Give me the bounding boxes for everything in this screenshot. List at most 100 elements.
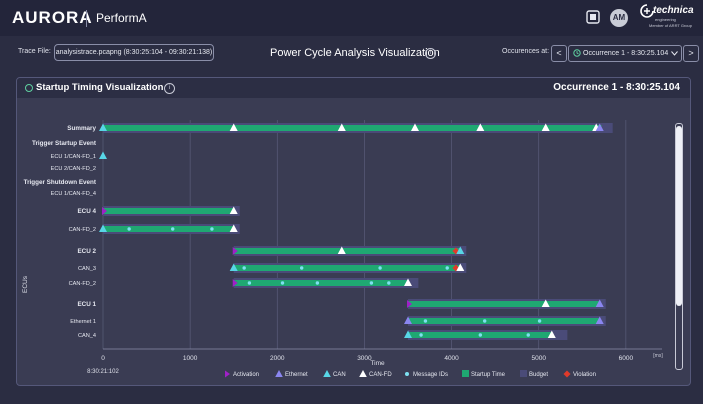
canfd-marker [541,123,550,131]
logo-mark-icon [640,4,654,18]
x-tick-label: 5000 [531,355,546,362]
toolbar [0,36,703,72]
row-label: Trigger Shutdown Event [24,179,97,186]
clock-icon [573,49,581,57]
legend-label: Violation [573,372,596,378]
message-id-marker [299,266,304,270]
x-unit-label: [ms] [653,353,663,359]
row-label: ECU 1 [77,301,96,308]
chevron-down-icon [671,51,678,56]
can-marker [99,151,107,159]
canfd-marker [410,123,419,131]
row-label: CAN_4 [78,333,96,339]
canfd-marker [337,246,346,254]
startup-bar [233,280,408,286]
x-start-label: 8:30:21:102 [87,369,119,375]
startup-legend-swatch [462,370,469,377]
message-id-marker [423,319,428,323]
canfd-marker [547,330,556,338]
row-label: ECU 4 [77,208,96,215]
message-id-marker [247,281,252,285]
trace-file-label: Trace File: [18,48,51,55]
activation-marker [407,300,412,308]
logo-group-text: Member of ARRT Group [649,23,692,28]
status-dot-icon [25,84,33,92]
occurrences-label: Occurences at: [502,48,550,55]
trace-file-field[interactable]: analysistrace.pcapng (8:30:25:104 - 09:3… [54,44,214,61]
startup-bar [233,265,461,271]
panel-title: Startup Timing Visualization [36,82,164,93]
scrollbar-track[interactable] [675,123,683,370]
message-id-marker [387,281,391,285]
x-tick-label: 6000 [619,355,634,362]
legend-label: CAN [333,372,346,378]
canfd-marker [541,299,550,307]
row-label: ECU 2 [77,248,96,255]
message-id-marker [478,333,483,337]
row-label: CAN-FD_2 [69,227,96,233]
canfd-marker [476,123,485,131]
technica-logo: technica engineering Member of ARRT Grou… [640,4,696,32]
startup-bar [103,125,602,131]
message-id-legend-swatch [405,372,409,376]
message-id-marker [526,333,530,337]
avatar[interactable]: AM [610,9,628,27]
legend-label: Budget [529,372,548,378]
window-icon[interactable] [586,10,600,24]
legend-label: Startup Time [471,372,506,378]
canfd-legend-swatch [359,370,367,377]
startup-bar [233,248,461,254]
row-label: Summary [67,125,96,132]
can-marker [456,246,465,254]
x-tick-label: 4000 [444,355,459,362]
legend-label: Activation [233,372,259,378]
message-id-marker [242,266,246,270]
x-axis-title: Time [370,360,385,367]
ethernet-legend-swatch [275,370,283,377]
y-axis-title: ECUs [22,275,29,293]
budget-legend-swatch [520,370,527,377]
canfd-marker [404,278,412,286]
message-id-marker [419,333,423,337]
row-label: Trigger Startup Event [32,140,97,147]
startup-bar [408,318,600,324]
prev-occurrence-button[interactable]: < [551,45,567,62]
x-tick-label: 3000 [357,355,372,362]
scrollbar-thumb[interactable] [676,126,682,306]
message-id-marker [537,319,542,323]
panel-header: Startup Timing Visualization i Occurrenc… [17,78,690,98]
panel-info-icon[interactable]: i [164,83,175,94]
row-label: CAN_3 [78,266,96,272]
canfd-marker [456,263,465,271]
startup-bar [103,208,234,214]
startup-bar [408,301,600,307]
message-id-marker [210,227,214,231]
panel-occurrence: Occurrence 1 - 8:30:25.104 [553,82,680,93]
activation-marker [232,279,238,287]
message-id-marker [280,281,285,285]
row-label: ECU 2/CAN-FD_2 [51,166,96,172]
activation-legend-swatch [225,370,230,378]
ethernet-marker [595,299,604,307]
message-id-marker [315,281,320,285]
plot-area [103,120,662,349]
can-marker [99,224,107,232]
canfd-marker [337,123,346,131]
startup-timing-panel: Startup Timing Visualization i Occurrenc… [16,77,691,386]
message-id-marker [171,227,175,231]
footer-band [0,386,703,404]
legend-label: Ethernet [285,372,308,378]
page-title: Power Cycle Analysis Visualization [270,47,440,59]
legend-label: Message IDs [413,372,448,378]
timing-chart: 0 1000 2000 3000 4000 5000 6000 [ms] 8:30:21:102… [22,120,663,378]
can-legend-swatch [323,370,331,377]
ethernet-marker [595,316,604,324]
occurrence-select[interactable]: Occurrence 1 - 8:30:25.104 [568,45,682,62]
row-label: ECU 1/CAN-FD_4 [51,191,96,197]
ethernet-marker [404,316,412,324]
can-marker [404,330,412,338]
logo-subtitle: engineering [655,17,676,22]
title-info-icon[interactable]: i [425,48,436,59]
x-tick-label: 0 [101,355,105,362]
next-occurrence-button[interactable]: > [683,45,699,62]
